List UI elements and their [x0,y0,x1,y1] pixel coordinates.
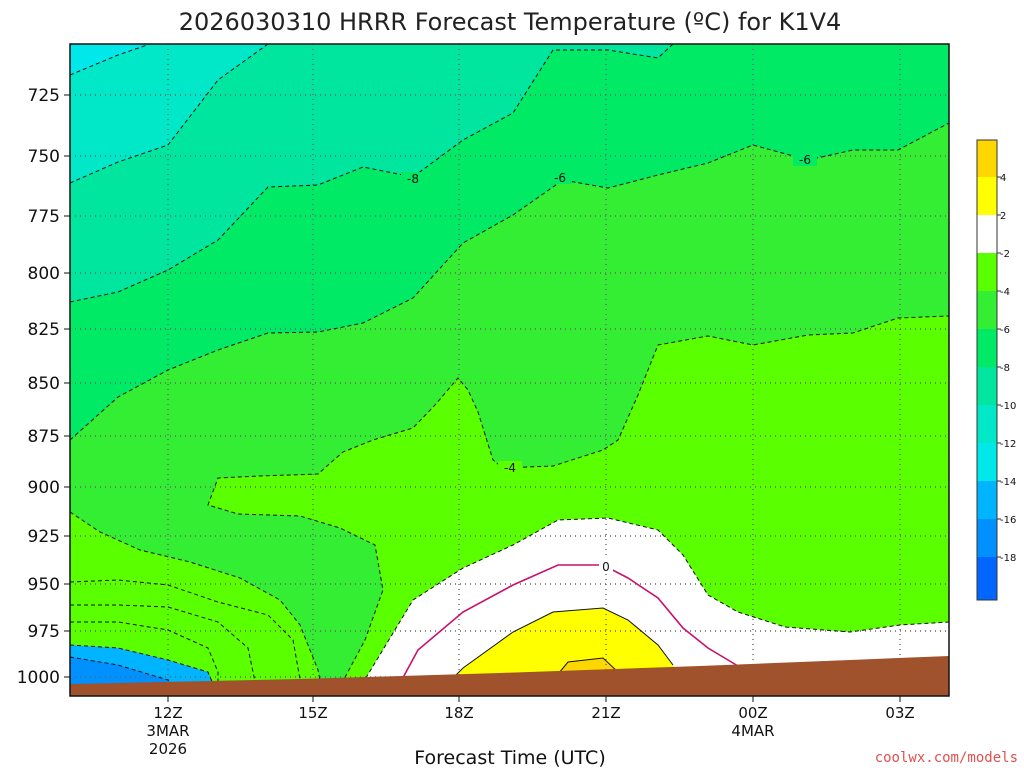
y-tick-labels: 725 750 775 800 825 850 875 900 925 950 … [17,86,60,688]
y-axis [64,94,70,678]
colorbar-label-minus2: -2 [1000,249,1010,260]
contour-minus8-low [70,579,304,696]
x-sublabel-2026: 2026 [149,740,187,758]
y-label-775: 775 [28,207,60,227]
colorbar-label-4: 4 [1000,173,1006,184]
contour-minus4-east [207,315,949,696]
x-label-12z: 12Z [153,704,182,722]
contour-labels: -8 -6 -6 -4 0 [401,153,817,574]
colorbar-label-minus12: -12 [1000,439,1016,450]
colorbar-label-minus4: -4 [1000,287,1010,298]
contour-label-bg-5 [599,559,613,572]
contour-minus8 [70,44,674,303]
region-minus2-4 [70,316,949,696]
colorbar-label-minus6: -6 [1000,325,1010,336]
contour-label-minus6-b: -6 [799,153,811,167]
contour-label-minus8: -8 [407,172,419,186]
colorbar-swatch-11 [977,557,997,600]
colorbar-swatch-5 [977,329,997,367]
colorbar-label-minus10: -10 [1000,401,1016,412]
colorbar-swatch-3 [977,253,997,291]
x-label-21z: 21Z [591,704,620,722]
colorbar-swatch-8 [977,443,997,481]
x-tick-labels: 12Z 3MAR 2026 15Z 18Z 21Z 00Z 4MAR 03Z [146,704,914,758]
contour-label-bg-2 [548,171,572,184]
colorbar-swatch-7 [977,405,997,443]
contour-minus12 [70,44,151,76]
region-minus10-12 [70,44,268,183]
y-label-900: 900 [28,478,60,498]
y-label-850: 850 [28,374,60,394]
colorbar-swatch-0 [977,140,997,177]
colorbar-frame [976,139,998,601]
x-label-18z: 18Z [444,704,473,722]
y-label-1000: 1000 [17,668,60,688]
contour-minus12-low [70,621,219,696]
filled-contours [70,44,949,696]
x-axis-title: Forecast Time (UTC) [414,747,605,768]
colorbar-label-minus14: -14 [1000,477,1016,488]
colorbar-label-minus16: -16 [1000,515,1016,526]
x-sublabel-4mar: 4MAR [731,722,774,740]
contour-label-bg-1 [401,172,425,185]
contour-label-minus6-a: -6 [554,171,566,185]
y-label-800: 800 [28,264,60,284]
y-label-725: 725 [28,86,60,106]
colorbar-swatch-1 [977,177,997,215]
contour-plus2 [434,607,674,696]
credit-link[interactable]: coolwx.com/models [875,750,1018,766]
colorbar-label-2: 2 [1000,211,1006,222]
contour-minus10-low [70,604,259,696]
colorbar-swatch-2 [977,215,997,253]
y-label-875: 875 [28,427,60,447]
contour-label-minus4: -4 [504,461,516,475]
x-sublabel-3mar: 3MAR [146,722,189,740]
y-label-950: 950 [28,575,60,595]
x-label-03z: 03Z [885,704,914,722]
contour-minus14-low [70,644,219,696]
x-axis [167,696,901,702]
contour-label-bg-3 [793,153,817,166]
contour-minus4-west [70,511,324,696]
contour-label-bg-4 [498,461,522,474]
y-label-975: 975 [28,622,60,642]
colorbar-swatch-9 [977,481,997,519]
colorbar-swatch-6 [977,367,997,405]
y-label-825: 825 [28,320,60,340]
colorbar-swatch-4 [977,291,997,329]
y-label-925: 925 [28,527,60,547]
region-minus8-10 [70,44,673,302]
y-label-750: 750 [28,147,60,167]
chart-title: 2026030310 HRRR Forecast Temperature (ºC… [179,8,842,36]
colorbar-label-minus8: -8 [1000,363,1010,374]
x-label-15z: 15Z [298,704,327,722]
colorbar-label-minus18: -18 [1000,553,1016,564]
region-minus12-14 [70,44,150,75]
ground-terrain [70,656,949,696]
colorbar-swatch-10 [977,519,997,557]
x-label-00z: 00Z [738,704,767,722]
colorbar-ticks [997,176,1001,558]
contour-minus10 [70,44,269,184]
contour-label-zero: 0 [602,560,610,574]
plot-frame [69,43,950,697]
colorbar: 4 2 -2 -4 -6 -8 -10 -12 -14 -16 -18 [976,139,1016,601]
